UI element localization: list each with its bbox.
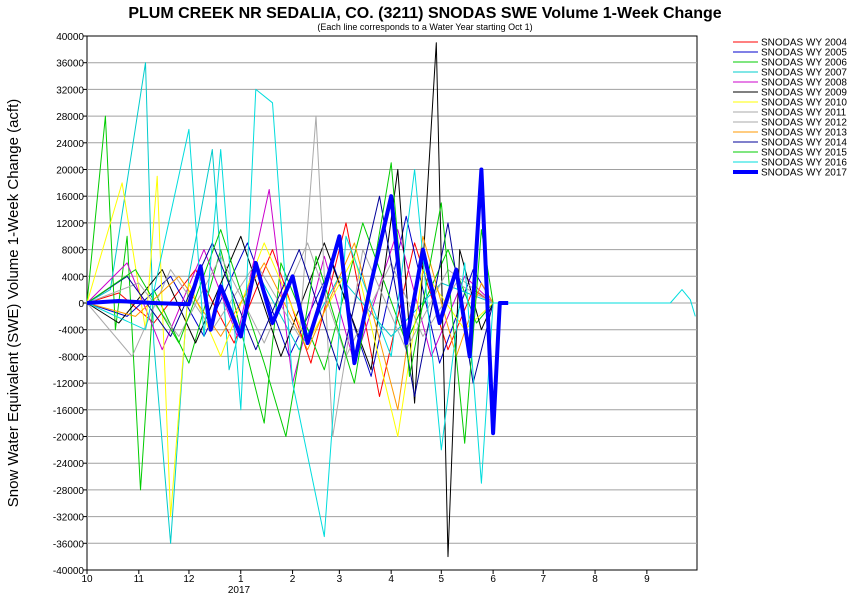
series-line xyxy=(86,162,494,444)
y-tick-label: 36000 xyxy=(56,59,84,70)
y-tick-label: 0 xyxy=(78,299,84,310)
y-tick-label: -24000 xyxy=(53,459,85,470)
series-lines xyxy=(86,42,696,558)
series-line xyxy=(86,167,509,436)
x-tick-label: 6 xyxy=(490,574,496,585)
y-tick-label: 24000 xyxy=(56,139,84,150)
x-tick-label: 12 xyxy=(183,574,195,585)
series-line xyxy=(86,88,696,538)
y-tick-label: -28000 xyxy=(53,486,85,497)
y-tick-label: -16000 xyxy=(53,406,85,417)
y-tick-label: 28000 xyxy=(56,112,84,123)
x-year-label: 2017 xyxy=(228,585,251,596)
x-tick-label: 10 xyxy=(81,574,93,585)
series-line xyxy=(86,62,494,544)
legend-entry: SNODAS WY 2011 xyxy=(761,108,847,119)
y-tick-label: -4000 xyxy=(58,326,84,337)
y-tick-label: -8000 xyxy=(58,352,84,363)
series-line xyxy=(86,222,494,397)
y-tick-label: -36000 xyxy=(53,539,85,550)
y-axis-ticks: 4000036000320002800024000200001600012000… xyxy=(53,32,87,577)
legend-entry: SNODAS WY 2010 xyxy=(761,98,847,109)
y-tick-label: 40000 xyxy=(56,32,84,43)
x-tick-label: 3 xyxy=(337,574,343,585)
x-tick-label: 8 xyxy=(592,574,598,585)
legend-entry: SNODAS WY 2014 xyxy=(761,138,847,149)
legend-entry: SNODAS WY 2017 xyxy=(761,168,847,179)
legend-entry: SNODAS WY 2012 xyxy=(761,118,847,129)
y-tick-label: -40000 xyxy=(53,566,85,577)
y-tick-label: 8000 xyxy=(62,246,85,257)
y-tick-label: -12000 xyxy=(53,379,85,390)
x-tick-label: 1 xyxy=(238,574,244,585)
x-tick-label: 5 xyxy=(439,574,445,585)
x-tick-label: 2 xyxy=(290,574,296,585)
y-tick-label: 12000 xyxy=(56,219,84,230)
x-axis-ticks: 10 11 12 1 2 3 4 5 6 7 8 9 xyxy=(81,570,650,585)
series-line xyxy=(86,242,494,357)
chart-subtitle: (Each line corresponds to a Water Year s… xyxy=(317,22,532,32)
x-tick-label: 4 xyxy=(388,574,394,585)
y-tick-label: 16000 xyxy=(56,192,84,203)
legend-entry: SNODAS WY 2004 xyxy=(761,38,847,49)
y-tick-label: -32000 xyxy=(53,513,85,524)
legend-entry: SNODAS WY 2016 xyxy=(761,158,847,169)
legend-entry: SNODAS WY 2007 xyxy=(761,68,847,79)
legend-entry: SNODAS WY 2006 xyxy=(761,58,847,69)
series-line xyxy=(86,235,494,411)
y-tick-label: 32000 xyxy=(56,85,84,96)
x-tick-label: 9 xyxy=(644,574,650,585)
y-tick-label: 4000 xyxy=(62,272,85,283)
legend-entry: SNODAS WY 2013 xyxy=(761,128,847,139)
y-axis-label: Snow Water Equivalent (SWE) Volume 1-Wee… xyxy=(5,99,22,508)
chart-title: PLUM CREEK NR SEDALIA, CO. (3211) SNODAS… xyxy=(128,5,721,22)
x-tick-label: 7 xyxy=(540,574,546,585)
y-tick-label: -20000 xyxy=(53,433,85,444)
y-tick-label: 20000 xyxy=(56,166,84,177)
legend-entry: SNODAS WY 2005 xyxy=(761,48,847,59)
series-line xyxy=(86,115,494,437)
legend-entry: SNODAS WY 2008 xyxy=(761,78,847,89)
legend-entry: SNODAS WY 2015 xyxy=(761,148,847,159)
legend-entry: SNODAS WY 2009 xyxy=(761,88,847,99)
x-tick-label: 11 xyxy=(134,574,145,585)
